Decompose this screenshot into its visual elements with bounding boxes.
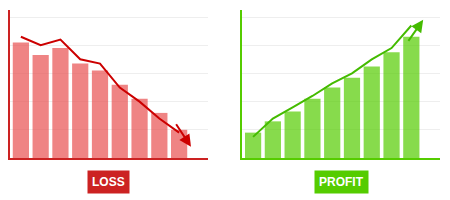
svg-text:PROFIT: PROFIT (319, 175, 364, 189)
svg-text:LOSS: LOSS (92, 175, 125, 189)
